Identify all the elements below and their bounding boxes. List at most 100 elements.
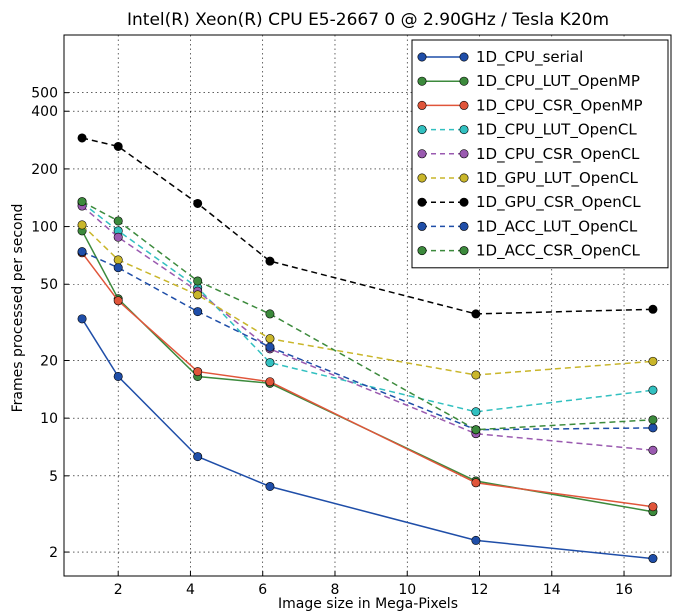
legend-marker <box>459 197 469 207</box>
legend-marker <box>459 149 469 159</box>
data-point <box>113 263 123 273</box>
axis-ticks: 2 4 6 8 10 12 14 16 2 5 10 20 50 100 200 400 500 <box>31 86 633 598</box>
legend-marker <box>417 149 427 159</box>
data-point <box>77 220 87 230</box>
series-1D_ACC_CSR_OpenCL <box>77 197 658 435</box>
data-point <box>265 358 275 368</box>
y-tick-label: 100 <box>31 220 58 236</box>
y-axis-label: Frames processed per second <box>10 204 26 413</box>
y-tick-label: 200 <box>31 162 58 178</box>
series-line <box>81 224 653 376</box>
series-1D_GPU_CSR_OpenCL <box>77 133 658 319</box>
legend-item: 1D_ACC_LUT_OpenCL <box>417 217 638 236</box>
legend-item: 1D_CPU_LUT_OpenCL <box>417 121 637 140</box>
legend-marker <box>459 76 469 86</box>
legend-marker <box>417 125 427 135</box>
data-point <box>648 356 658 366</box>
data-point <box>193 452 203 462</box>
plot-frame <box>63 34 672 577</box>
legend-marker <box>417 246 427 256</box>
data-point <box>648 415 658 425</box>
data-point <box>113 296 123 306</box>
data-point <box>265 334 275 344</box>
data-point <box>265 256 275 266</box>
data-point <box>113 141 123 151</box>
legend-label: 1D_CPU_LUT_OpenCL <box>476 121 637 140</box>
x-tick-label: 10 <box>398 582 416 598</box>
series-line <box>81 205 653 451</box>
legend-box <box>411 39 669 269</box>
legend-marker <box>417 76 427 86</box>
series-1D_GPU_LUT_OpenCL <box>77 220 658 380</box>
series-line <box>81 202 653 413</box>
series-1D_CPU_CSR_OpenMP <box>77 248 658 512</box>
series-line <box>81 137 653 315</box>
data-point <box>265 481 275 491</box>
y-tick-label: 400 <box>31 104 58 120</box>
data-point <box>471 407 481 417</box>
legend-marker <box>459 173 469 183</box>
legend-label: 1D_ACC_CSR_OpenCL <box>476 242 640 261</box>
data-point <box>471 478 481 488</box>
x-axis-label: Image size in Mega-Pixels <box>278 596 458 611</box>
legend-label: 1D_CPU_serial <box>476 48 583 67</box>
data-point <box>193 276 203 286</box>
y-tick-label: 20 <box>40 353 58 369</box>
data-point <box>193 290 203 300</box>
y-tick-label: 50 <box>40 277 58 293</box>
x-tick-label: 6 <box>258 582 267 598</box>
series-line <box>81 252 654 508</box>
legend-item: 1D_CPU_LUT_OpenMP <box>417 72 640 91</box>
data-point <box>648 304 658 314</box>
x-tick-label: 12 <box>471 582 489 598</box>
series-1D_ACC_LUT_OpenCL <box>77 247 658 435</box>
x-tick-label: 4 <box>186 582 195 598</box>
legend-marker <box>417 100 427 110</box>
legend-marker <box>417 197 427 207</box>
legend-marker <box>459 52 469 62</box>
legend-label: 1D_CPU_LUT_OpenMP <box>476 72 640 91</box>
legend-label: 1D_GPU_CSR_OpenCL <box>476 193 641 212</box>
data-point <box>471 535 481 545</box>
data-point <box>113 232 123 242</box>
data-point <box>471 425 481 435</box>
data-point <box>265 377 275 387</box>
data-point <box>113 255 123 265</box>
legend-item: 1D_CPU_CSR_OpenMP <box>417 96 643 115</box>
data-point <box>648 423 658 433</box>
legend-marker <box>417 52 427 62</box>
legend-marker <box>417 221 427 231</box>
data-point <box>193 307 203 317</box>
data-point <box>77 133 87 143</box>
data-point <box>193 198 203 208</box>
series-line <box>81 200 653 431</box>
data-point <box>648 385 658 395</box>
data-point <box>77 314 87 324</box>
x-tick-label: 8 <box>331 582 340 598</box>
legend-item: 1D_CPU_serial <box>417 48 583 67</box>
data-point <box>77 247 87 257</box>
series-line <box>81 250 653 431</box>
data-point <box>265 342 275 352</box>
data-point <box>648 502 658 512</box>
legend-label: 1D_GPU_LUT_OpenCL <box>476 169 639 188</box>
y-tick-label: 2 <box>49 545 58 561</box>
legend-marker <box>459 221 469 231</box>
legend-item: 1D_GPU_LUT_OpenCL <box>417 169 639 188</box>
legend-item: 1D_GPU_CSR_OpenCL <box>417 193 641 212</box>
x-tick-label: 2 <box>114 582 123 598</box>
data-point <box>471 370 481 380</box>
x-tick-label: 14 <box>543 582 561 598</box>
legend-marker <box>417 173 427 183</box>
legend-label: 1D_CPU_CSR_OpenMP <box>476 96 643 115</box>
data-point <box>648 554 658 564</box>
series-1D_CPU_LUT_OpenMP <box>77 226 658 517</box>
legend: 1D_CPU_serial 1D_CPU_LUT_OpenMP 1D_CPU_CSR… <box>411 39 669 269</box>
data-point <box>77 197 87 207</box>
series-group <box>77 133 658 564</box>
legend-item: 1D_CPU_CSR_OpenCL <box>417 145 640 164</box>
data-point <box>113 371 123 381</box>
data-point <box>648 445 658 455</box>
